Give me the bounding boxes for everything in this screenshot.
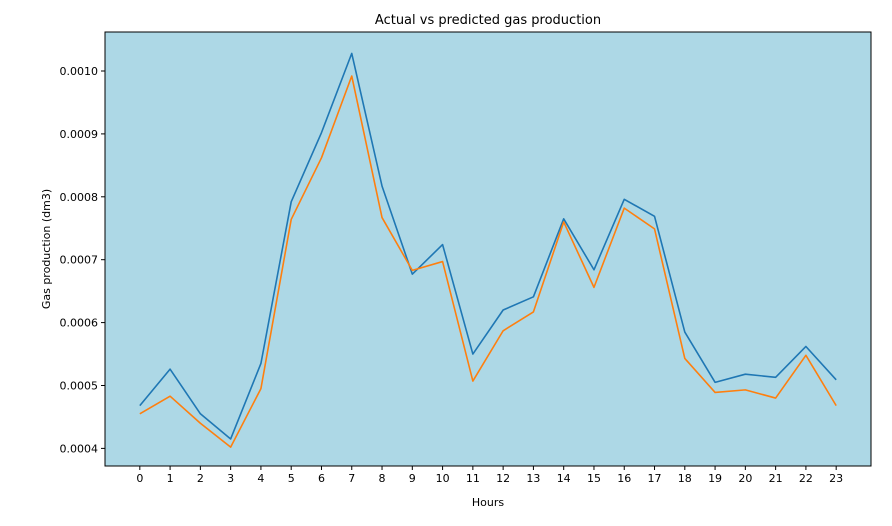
x-tick-label: 7 (348, 472, 355, 485)
y-axis: 0.0004 0.0005 0.0006 0.0007 0.0008 0.0009 0.00… (60, 65, 105, 455)
y-tick-label: 0.0005 (60, 379, 99, 392)
x-axis: 0 1 2 3 4 5 6 7 8 9 10 11 12 13 14 15 16 17 18 19 20 21 22 23 (136, 466, 843, 485)
x-tick-label: 17 (648, 472, 662, 485)
plot-frame (104, 31, 872, 467)
x-tick-label: 9 (409, 472, 416, 485)
y-tick-label: 0.0007 (60, 254, 99, 267)
y-tick-label: 0.0004 (60, 442, 99, 455)
x-tick-label: 4 (257, 472, 264, 485)
x-tick-label: 2 (197, 472, 204, 485)
x-tick-label: 13 (526, 472, 540, 485)
x-tick-label: 19 (708, 472, 722, 485)
x-tick-label: 12 (496, 472, 510, 485)
x-tick-label: 21 (769, 472, 783, 485)
series-line-1 (139, 52, 837, 440)
x-tick-label: 11 (466, 472, 480, 485)
plot-area (105, 32, 871, 466)
x-tick-label: 1 (167, 472, 174, 485)
chart-title: Actual vs predicted gas production (375, 13, 601, 28)
x-tick-label: 14 (557, 472, 571, 485)
x-tick-label: 5 (288, 472, 295, 485)
series-line-2 (139, 75, 837, 448)
x-tick-label: 6 (318, 472, 325, 485)
y-tick-label: 0.0008 (60, 191, 99, 204)
y-tick-label: 0.0006 (60, 317, 99, 330)
x-tick-label: 10 (436, 472, 450, 485)
series-layer (139, 52, 837, 448)
y-axis-title: Gas production (dm3) (40, 189, 53, 309)
x-tick-label: 16 (617, 472, 631, 485)
x-tick-label: 18 (678, 472, 692, 485)
x-tick-label: 22 (799, 472, 813, 485)
y-tick-label: 0.0009 (60, 128, 99, 141)
x-axis-title: Hours (472, 496, 504, 509)
x-tick-label: 8 (379, 472, 386, 485)
x-tick-label: 15 (587, 472, 601, 485)
x-tick-label: 20 (738, 472, 752, 485)
x-tick-label: 23 (829, 472, 843, 485)
x-tick-label: 3 (227, 472, 234, 485)
x-tick-label: 0 (136, 472, 143, 485)
y-tick-label: 0.0010 (60, 65, 99, 78)
